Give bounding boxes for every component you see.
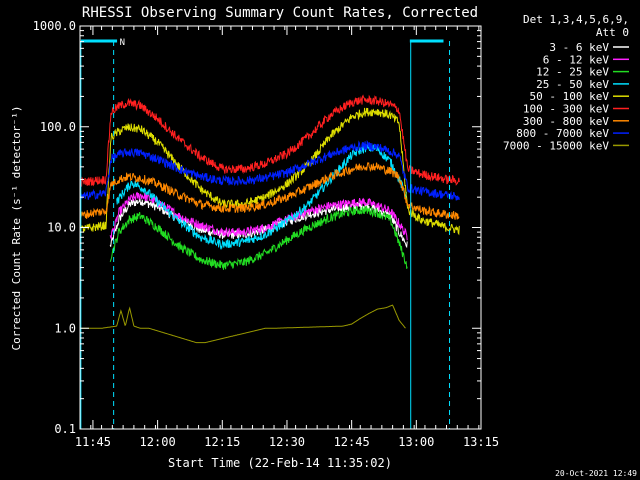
legend-label-25-50-kev: 25 - 50 keV [536,78,609,91]
y-axis-label: Corrected Count Rate (s⁻¹ detector⁻¹) [10,105,23,350]
legend-label-100-300-kev: 100 - 300 keV [523,103,609,116]
x-tick-label: 12:45 [334,435,370,449]
series-line-100-300-kev [79,94,460,188]
legend-label-3-6-kev: 3 - 6 keV [549,41,609,54]
series-line-300-800-kev [79,162,460,220]
x-axis: 11:45 12:00 12:15 12:30 12:45 13:00 13:15 [75,26,499,449]
legend-label-6-12-kev: 6 - 12 keV [543,53,610,66]
legend-header-attenuator: Att 0 [596,26,629,39]
legend-label-7000-15000-kev: 7000 - 15000 keV [503,139,609,152]
legend-label-800-7000-kev: 800 - 7000 keV [516,127,609,140]
legend-label-50-100-kev: 50 - 100 keV [530,90,610,103]
y-tick-label: 1.0 [54,321,76,335]
x-axis-label: Start Time (22-Feb-14 11:35:02) [168,456,392,470]
x-tick-label: 12:00 [140,435,176,449]
series-line-6-12-kev [109,191,408,241]
y-tick-label: 100.0 [40,120,76,134]
legend-header-detectors: Det 1,3,4,5,6,9, [523,13,629,26]
y-axis: 0.1 1.0 10.0 100.0 1000.0 [33,19,481,436]
x-tick-label: 11:45 [75,435,111,449]
chart-title: RHESSI Observing Summary Count Rates, Co… [82,5,478,21]
data-layer [79,94,460,344]
x-tick-label: 13:00 [398,435,434,449]
night-label: N [120,38,125,48]
series-line-12-25-kev [109,205,408,270]
x-tick-label: 13:15 [463,435,499,449]
footer-timestamp: 20-Oct-2021 12:49 [555,469,637,478]
legend-label-300-800-kev: 300 - 800 keV [523,115,609,128]
y-tick-label: 0.1 [54,422,76,436]
x-tick-label: 12:30 [269,435,305,449]
y-tick-label: 1000.0 [33,19,76,33]
x-tick-label: 12:15 [204,435,240,449]
series-line-800-7000-kev [79,139,460,201]
series-line-50-100-kev [79,107,460,236]
series-line-7000-15000-kev [80,304,406,344]
marker-layer: N [80,38,451,429]
y-tick-label: 10.0 [47,221,76,235]
legend-label-12-25-kev: 12 - 25 keV [536,66,609,79]
